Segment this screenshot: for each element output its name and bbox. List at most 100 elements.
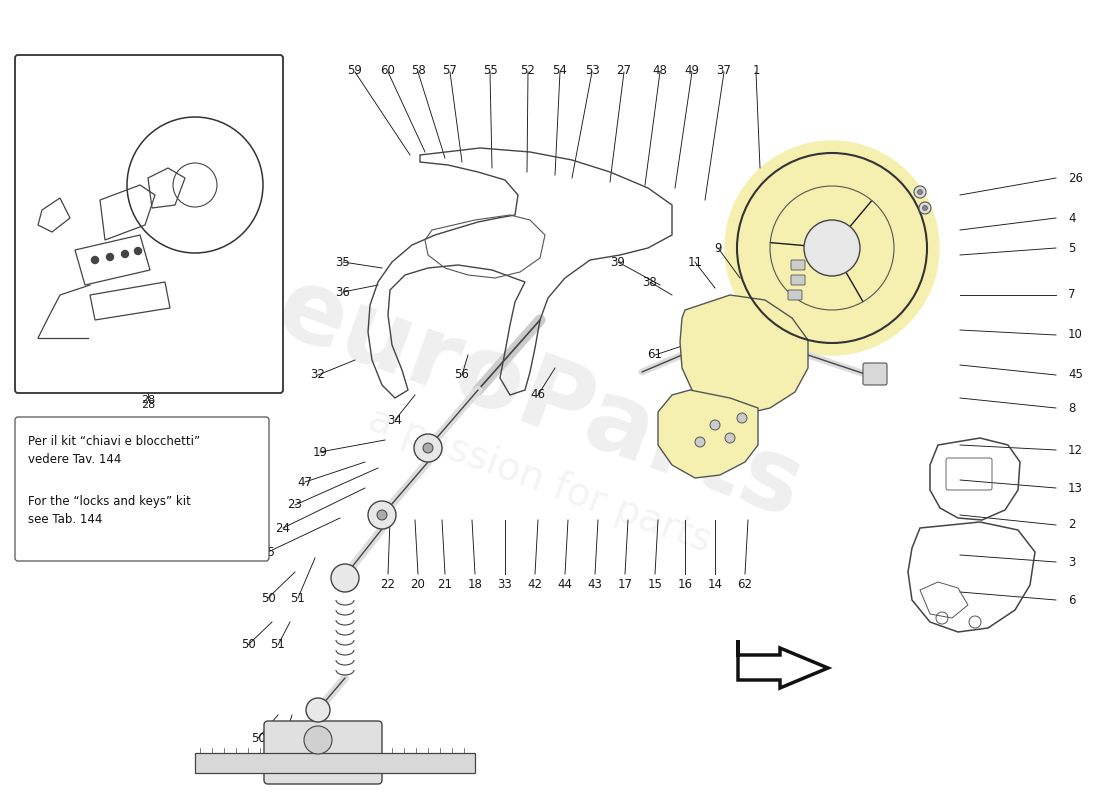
Text: 51: 51 — [277, 731, 293, 745]
Text: 35: 35 — [336, 255, 351, 269]
Text: 37: 37 — [716, 63, 732, 77]
Text: 14: 14 — [707, 578, 723, 590]
Text: 4: 4 — [1068, 211, 1076, 225]
Circle shape — [725, 433, 735, 443]
Polygon shape — [658, 390, 758, 478]
Text: 43: 43 — [587, 578, 603, 590]
Text: 50: 50 — [241, 638, 255, 651]
Text: 59: 59 — [348, 63, 362, 77]
Text: 1: 1 — [752, 63, 760, 77]
Text: 17: 17 — [617, 578, 632, 590]
Text: 49: 49 — [684, 63, 700, 77]
Text: a passion for parts: a passion for parts — [363, 400, 717, 560]
Polygon shape — [680, 295, 808, 415]
Text: 18: 18 — [468, 578, 483, 590]
Text: 51: 51 — [271, 638, 285, 651]
Text: 32: 32 — [310, 369, 326, 382]
FancyBboxPatch shape — [791, 275, 805, 285]
FancyBboxPatch shape — [791, 260, 805, 270]
Text: 58: 58 — [410, 63, 426, 77]
Text: 22: 22 — [381, 578, 396, 590]
Circle shape — [368, 501, 396, 529]
Text: 7: 7 — [1068, 289, 1076, 302]
Text: 62: 62 — [737, 578, 752, 590]
Circle shape — [737, 413, 747, 423]
Text: Per il kit “chiavi e blocchetti”
vedere Tav. 144: Per il kit “chiavi e blocchetti” vedere … — [28, 435, 200, 466]
Text: 12: 12 — [1068, 443, 1084, 457]
Text: 6: 6 — [1068, 594, 1076, 606]
Text: 57: 57 — [442, 63, 458, 77]
Circle shape — [331, 564, 359, 592]
Circle shape — [304, 726, 332, 754]
Text: 50: 50 — [261, 591, 275, 605]
Circle shape — [917, 190, 923, 194]
Text: 30: 30 — [185, 373, 199, 383]
Circle shape — [914, 186, 926, 198]
Text: 34: 34 — [387, 414, 403, 426]
Text: 46: 46 — [530, 389, 546, 402]
Text: For the “locks and keys” kit
see Tab. 144: For the “locks and keys” kit see Tab. 14… — [28, 495, 191, 526]
Text: 8: 8 — [1068, 402, 1076, 414]
Text: 51: 51 — [290, 591, 306, 605]
Text: 42: 42 — [528, 578, 542, 590]
Text: 5: 5 — [1068, 242, 1076, 254]
Text: 56: 56 — [454, 369, 470, 382]
Circle shape — [710, 420, 720, 430]
Circle shape — [414, 434, 442, 462]
Text: 30: 30 — [28, 77, 42, 87]
Text: 24: 24 — [275, 522, 290, 534]
Circle shape — [918, 202, 931, 214]
Text: 14: 14 — [85, 373, 99, 383]
Text: 25: 25 — [261, 546, 275, 558]
Text: 27: 27 — [616, 63, 631, 77]
Text: 15: 15 — [648, 578, 662, 590]
Text: 28: 28 — [141, 395, 155, 405]
Text: euroParts: euroParts — [264, 260, 816, 540]
Text: 10: 10 — [1068, 329, 1082, 342]
Text: 36: 36 — [336, 286, 351, 298]
Text: 29: 29 — [121, 373, 135, 383]
Text: 40: 40 — [168, 77, 183, 87]
Text: 53: 53 — [584, 63, 600, 77]
Text: F1: F1 — [135, 379, 161, 397]
Text: 47: 47 — [297, 475, 312, 489]
Text: 60: 60 — [381, 63, 395, 77]
Text: 23: 23 — [287, 498, 303, 511]
Polygon shape — [738, 640, 828, 688]
Text: 9: 9 — [714, 242, 722, 254]
Text: 13: 13 — [1068, 482, 1082, 494]
Text: 61: 61 — [648, 349, 662, 362]
Circle shape — [804, 220, 860, 276]
FancyBboxPatch shape — [264, 721, 382, 784]
Circle shape — [121, 250, 129, 258]
Circle shape — [91, 257, 99, 263]
Text: 11: 11 — [688, 255, 703, 269]
FancyBboxPatch shape — [15, 55, 283, 393]
Text: 52: 52 — [520, 63, 536, 77]
Circle shape — [377, 510, 387, 520]
FancyBboxPatch shape — [15, 417, 270, 561]
Text: 38: 38 — [642, 275, 658, 289]
Text: 2: 2 — [1068, 518, 1076, 531]
FancyBboxPatch shape — [788, 290, 802, 300]
Text: 28: 28 — [141, 400, 155, 410]
Circle shape — [923, 206, 927, 210]
Text: 55: 55 — [483, 63, 497, 77]
Text: 21: 21 — [438, 578, 452, 590]
Text: 3: 3 — [1068, 555, 1076, 569]
Circle shape — [424, 443, 433, 453]
Circle shape — [306, 698, 330, 722]
Text: 50: 50 — [251, 731, 265, 745]
Bar — [195, 753, 475, 773]
Circle shape — [134, 247, 142, 254]
Text: 48: 48 — [652, 63, 668, 77]
Circle shape — [695, 437, 705, 447]
Text: 31: 31 — [151, 373, 165, 383]
Text: 33: 33 — [497, 578, 513, 590]
Text: 39: 39 — [610, 255, 626, 269]
Circle shape — [107, 254, 113, 261]
Text: 44: 44 — [558, 578, 572, 590]
Text: 26: 26 — [1068, 171, 1084, 185]
Text: 19: 19 — [312, 446, 328, 458]
Text: 16: 16 — [678, 578, 693, 590]
